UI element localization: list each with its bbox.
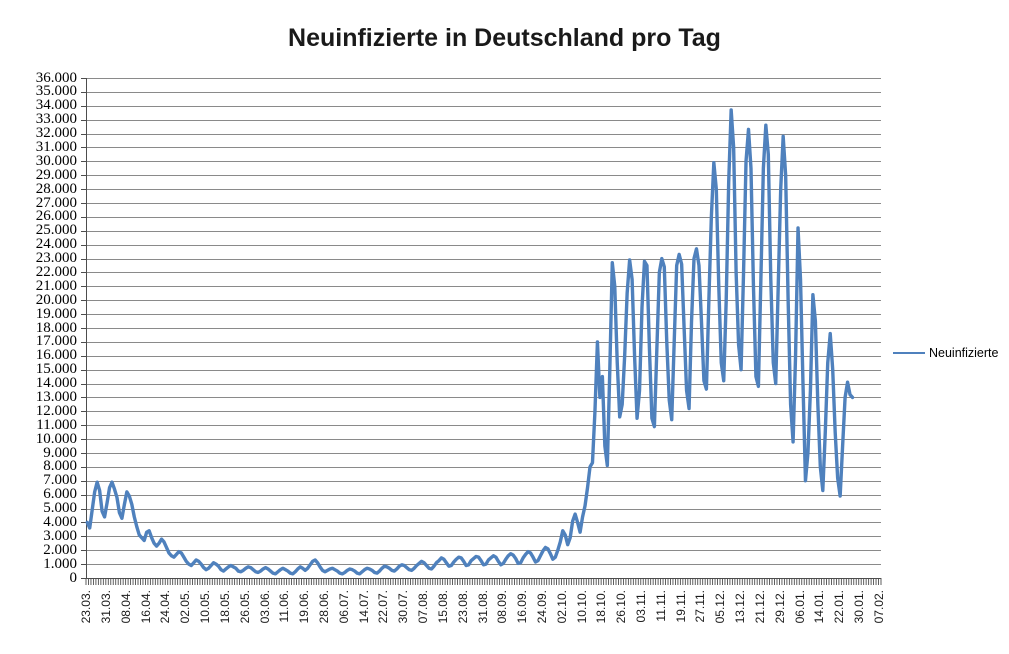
x-axis-tick-label: 22.01. [832,590,847,624]
y-axis-tick-label: 35.000 [35,83,77,100]
x-axis-tick-label: 19.11. [673,590,688,623]
x-axis-tick-label: 13.12. [733,590,748,624]
x-axis-tick-label: 07.02. [871,590,886,624]
y-axis-tick-label: 22.000 [35,263,77,280]
x-axis-tick-label: 06.01. [792,590,807,624]
x-axis-tick-label: 29.12. [772,590,787,624]
x-axis-tick-label: 03.06. [257,590,272,624]
x-axis-tick-label: 28.06. [316,590,331,624]
y-axis-tick-label: 13.000 [35,388,77,405]
chart-title: Neuinfizierte in Deutschland pro Tag [288,24,721,52]
y-axis-tick-label: 29.000 [35,166,77,183]
x-axis-tick-label: 15.08. [435,590,450,624]
y-axis-tick-label: 31.000 [35,138,77,155]
y-axis-tick-label: 18.000 [35,319,77,336]
y-axis-tick-label: 4.000 [43,513,77,530]
x-axis-tick-label: 14.07. [356,590,371,624]
x-axis-tick-label: 30.01. [851,590,866,624]
x-axis-tick-label: 05.12. [713,590,728,624]
x-axis-tick-label: 10.05. [198,590,213,624]
x-axis-tick-label: 31.03. [99,590,114,624]
x-axis-tick-label: 02.10. [554,590,569,624]
y-axis-tick-label: 14.000 [35,375,77,392]
legend: Neuinfizierte [893,346,998,360]
x-axis-tick-label: 23.08. [455,590,470,624]
y-axis-tick-label: 34.000 [35,97,77,114]
y-axis-tick-label: 12.000 [35,402,77,419]
x-axis-tick-label: 26.10. [614,590,629,624]
x-axis-tick-label: 16.04. [138,590,153,624]
x-axis-tick-label: 11.11. [653,590,668,622]
y-axis-tick-label: 36.000 [35,69,77,86]
y-axis-tick-label: 9.000 [43,444,77,461]
x-axis-tick-label: 14.01. [812,590,827,624]
y-axis-tick-label: 10.000 [35,430,77,447]
legend-line-swatch [893,352,925,354]
y-axis-tick-label: 5.000 [43,500,77,517]
y-axis-tick-label: 3.000 [43,527,77,544]
x-axis-tick-label: 27.11. [693,590,708,623]
y-axis-tick-label: 19.000 [35,305,77,322]
y-axis-tick-label: 2.000 [43,541,77,558]
y-axis-tick-label: 32.000 [35,125,77,142]
y-axis-tick-label: 23.000 [35,250,77,267]
x-axis-tick-label: 26.05. [237,590,252,624]
x-axis-tick-label: 18.05. [217,590,232,624]
y-axis-tick-label: 27.000 [35,194,77,211]
y-axis-tick-label: 24.000 [35,236,77,253]
y-axis-tick-label: 1.000 [43,555,77,572]
y-axis-tick-label: 33.000 [35,111,77,128]
y-axis-tick-label: 7.000 [43,472,77,489]
y-axis-tick-label: 0 [69,569,78,586]
x-axis-tick-label: 10.10. [574,590,589,624]
y-axis-tick-label: 30.000 [35,152,77,169]
x-axis-tick-label: 02.05. [178,590,193,624]
x-axis-tick-label: 08.04. [118,590,133,624]
y-axis-tick-label: 26.000 [35,208,77,225]
y-axis-tick-label: 21.000 [35,277,77,294]
x-axis-tick-label: 22.07. [376,590,391,624]
y-axis-tick-label: 15.000 [35,361,77,378]
y-axis-tick-label: 17.000 [35,333,77,350]
y-axis-tick-label: 25.000 [35,222,77,239]
x-axis-tick-label: 23.03. [79,590,94,624]
x-axis-tick-label: 06.07. [336,590,351,624]
y-axis-tick-label: 28.000 [35,180,77,197]
x-axis-tick-label: 07.08. [416,590,431,624]
x-axis-tick-label: 16.09. [515,590,530,624]
y-axis-tick-label: 16.000 [35,347,77,364]
x-axis-tick-label: 30.07. [396,590,411,624]
x-axis-tick-label: 21.12. [752,590,767,624]
x-axis-tick-label: 19.06. [297,590,312,624]
y-axis-tick-label: 8.000 [43,458,77,475]
legend-series-label: Neuinfizierte [929,346,999,360]
y-axis-tick-label: 11.000 [36,416,77,433]
x-axis-tick-label: 18.10. [594,590,609,624]
y-axis-tick-label: 20.000 [35,291,77,308]
x-axis-tick-label: 03.11. [634,590,648,623]
x-axis-tick-label: 11.06. [277,590,292,623]
x-axis-tick-label: 24.09. [534,590,549,624]
x-axis-tick-label: 24.04. [158,590,173,624]
series-line-neuinfizierte [85,108,855,576]
x-axis-tick-label: 08.09. [495,590,510,624]
y-axis-tick-label: 6.000 [43,486,77,503]
x-axis-tick-label: 31.08. [475,590,490,624]
